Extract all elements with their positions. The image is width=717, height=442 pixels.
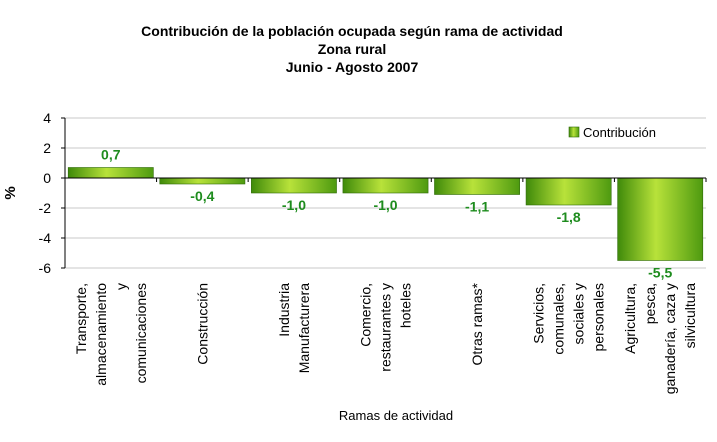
category-label-line: Transporte, (73, 283, 89, 354)
y-tick-label: 4 (43, 110, 51, 126)
category-label-line: Servicios, (531, 283, 547, 344)
chart-title: Contribución de la población ocupada seg… (141, 23, 563, 75)
category-label-line: Comercio, (358, 283, 374, 347)
category-label: Comercio, restaurantes y hoteles (358, 283, 414, 372)
category-label-line: Manufacturera (296, 283, 312, 373)
axes (64, 118, 707, 268)
category-label-line: Construcción (194, 283, 210, 365)
category-label: Servicios, comunales, sociales y personales (531, 283, 607, 355)
category-labels: Transporte, almacenamiento y comunicaciones… (73, 282, 698, 394)
data-label: -1,0 (282, 197, 306, 213)
bar (342, 177, 429, 194)
y-tick-label: -4 (39, 230, 52, 246)
category-label-line: ganadería, caza y (662, 283, 678, 394)
y-axis-ticks: 4 2 0 -2 -4 -6 (39, 110, 65, 276)
category-label-line: personales (591, 283, 607, 352)
y-tick-label: -2 (39, 200, 52, 216)
data-labels: 0,7 -0,4 -1,0 -1,0 -1,1 -1,8 -5,5 (101, 147, 672, 281)
title-line-1: Contribución de la población ocupada seg… (141, 23, 563, 39)
category-label-line: Industria (276, 283, 292, 337)
category-label-line: almacenamiento (93, 283, 109, 386)
gridlines (65, 117, 706, 269)
category-label: Otras ramas* (469, 282, 485, 365)
legend-label: Contribución (583, 125, 656, 140)
data-label: -0,4 (190, 188, 214, 204)
category-label-line: Agricultura, (622, 283, 638, 354)
data-label: -1,0 (373, 197, 397, 213)
category-label-line: sociales y (571, 283, 587, 344)
data-label: -5,5 (648, 265, 672, 281)
data-label: -1,1 (465, 199, 489, 215)
category-label-line: pesca, (642, 283, 658, 324)
y-tick-label: -6 (39, 260, 52, 276)
legend-swatch (568, 126, 580, 138)
bar (67, 167, 154, 179)
category-label-line: restaurantes y (378, 283, 394, 372)
data-label: -1,8 (557, 209, 581, 225)
bar (434, 177, 520, 195)
y-tick-label: 2 (43, 140, 51, 156)
y-tick-label: 0 (43, 170, 51, 186)
category-label: Industria Manufacturera (276, 283, 312, 373)
data-label: 0,7 (101, 147, 121, 163)
bar (159, 177, 246, 185)
category-label: Agricultura, pesca, ganadería, caza y silvi… (622, 283, 698, 395)
y-axis-title: % (2, 186, 19, 199)
category-label: Transporte, almacenamiento y comunicaciones (73, 283, 149, 386)
bars (67, 167, 704, 261)
legend: Contribución (568, 125, 656, 140)
title-line-2: Zona rural (318, 41, 386, 57)
category-label-line: Otras ramas* (469, 282, 485, 365)
category-label: Construcción (194, 283, 210, 365)
title-line-3: Junio - Agosto 2007 (286, 59, 419, 75)
x-axis-title: Ramas de actividad (339, 408, 453, 423)
bar (525, 177, 612, 206)
category-label-line: silvicultura (682, 283, 698, 349)
category-label-line: comunales, (551, 283, 567, 355)
category-label-line: hoteles (398, 283, 414, 328)
category-label-line: comunicaciones (133, 283, 149, 383)
category-label-line: y (113, 283, 129, 290)
bar (251, 177, 337, 194)
bar (617, 177, 704, 261)
